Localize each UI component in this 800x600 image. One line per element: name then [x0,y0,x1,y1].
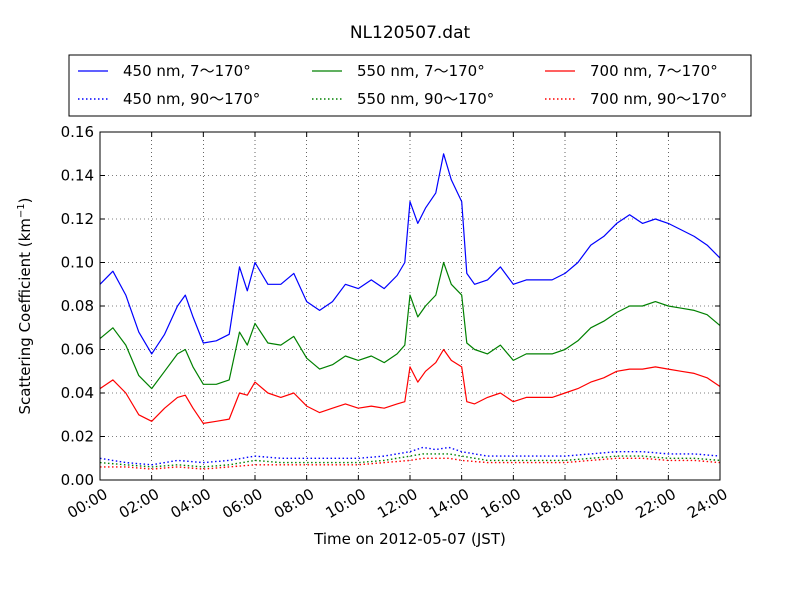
legend-label: 450 nm, 7～170° [123,62,251,80]
y-tick-label: 0.14 [61,167,94,185]
series-line [99,348,721,424]
legend-label: 550 nm, 7～170° [357,62,485,80]
x-tick-label: 00:00 [64,485,110,522]
y-tick-label: 0.04 [61,384,94,402]
y-tick-label: 0.12 [61,210,94,228]
y-axis-label-sup: −1 [16,203,27,218]
y-tick-label: 0.02 [61,428,94,446]
y-axis-label: Scattering Coefficient (km−1) [16,197,34,414]
series-line [99,261,721,390]
legend-label: 550 nm, 90～170° [357,90,494,108]
legend-box [68,54,752,117]
series-line [99,153,721,355]
series-line [99,453,721,468]
y-tick-label: 0.10 [61,254,94,272]
y-tick-label: 0.16 [61,123,94,141]
x-tick-label: 24:00 [684,485,730,522]
legend: 450 nm, 7～170° 550 nm, 7～170° 700 nm, 7～17… [78,62,727,108]
series-line [99,446,721,466]
y-tick-label: 0.00 [61,471,94,489]
x-tick-label: 04:00 [168,485,214,522]
gridlines [100,132,720,480]
series-line [100,457,721,470]
y-axis-ticks: 0.00 0.02 0.04 0.06 0.08 0.10 0.12 0.14 0.16 [61,123,720,489]
legend-label: 700 nm, 90～170° [590,90,727,108]
x-tick-label: 16:00 [478,485,524,522]
x-tick-label: 20:00 [581,485,627,522]
series-layer [99,153,721,470]
legend-label: 700 nm, 7～170° [590,62,718,80]
x-axis-label: Time on 2012-05-07 (JST) [313,530,506,548]
legend-label: 450 nm, 90～170° [123,90,260,108]
x-tick-label: 12:00 [374,485,420,522]
x-tick-label: 18:00 [529,485,575,522]
x-tick-label: 14:00 [426,485,472,522]
y-axis-label-main: Scattering Coefficient (km [16,218,34,414]
y-tick-label: 0.08 [61,297,94,315]
chart-title: NL120507.dat [350,23,471,43]
y-axis-label-tail: ) [16,197,34,203]
x-tick-label: 02:00 [116,485,162,522]
x-tick-label: 10:00 [323,485,369,522]
x-tick-label: 08:00 [271,485,317,522]
y-tick-label: 0.06 [61,341,94,359]
x-tick-label: 06:00 [219,485,265,522]
x-axis-ticks: 00:00 02:00 04:00 06:00 08:00 10:00 12:00 14:00… [64,132,731,522]
x-tick-label: 22:00 [633,485,679,522]
